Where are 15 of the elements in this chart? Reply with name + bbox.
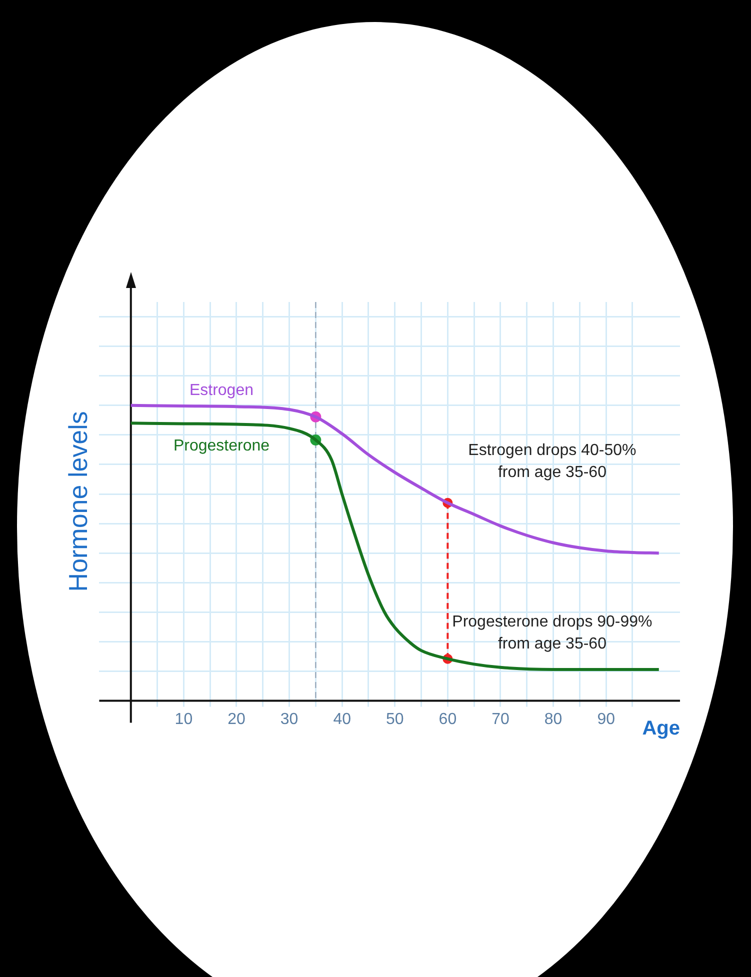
x-tick-label: 80 (544, 710, 562, 728)
annotation: Estrogen drops 40-50% from age 35-60 (468, 442, 636, 481)
x-tick-label: 30 (280, 710, 298, 728)
annotation: Progesterone drops 90-99% from age 35-60 (452, 613, 652, 652)
series-label: Progesterone (173, 438, 270, 455)
x-tick-label: 10 (174, 710, 193, 728)
x-tick-label: 90 (597, 710, 616, 728)
x-tick-label: 50 (386, 710, 404, 728)
x-tick-label: 40 (333, 710, 352, 728)
x-tick-label: 20 (228, 710, 246, 728)
x-tick-label: 70 (492, 710, 510, 728)
y-axis-title: Hormone levels (62, 411, 93, 592)
x-axis-title: Age (642, 717, 680, 740)
x-tick-label: 60 (438, 710, 457, 728)
series-label: Estrogen (189, 382, 254, 399)
